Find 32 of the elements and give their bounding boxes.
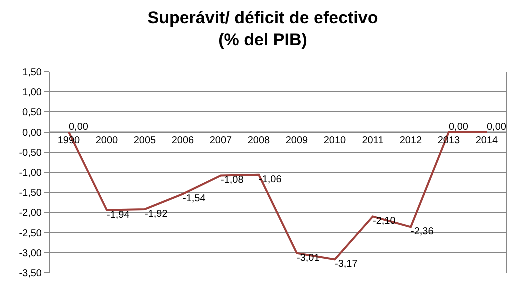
y-tick-label: 1,50 — [22, 68, 42, 78]
y-tick-label: -1,00 — [19, 168, 42, 179]
x-tick-label: 2000 — [96, 135, 119, 146]
chart-title: Superávit/ déficit de efectivo (% del PIB) — [148, 8, 378, 50]
x-tick-label: 2010 — [324, 135, 347, 146]
x-tick-label: 2008 — [248, 135, 271, 146]
y-tick-label: -0,50 — [19, 148, 42, 159]
x-tick-label: 2007 — [210, 135, 233, 146]
data-label: -1,92 — [145, 208, 168, 220]
data-label: -1,94 — [107, 210, 130, 221]
data-label: -2,36 — [411, 226, 434, 238]
x-tick-label: 2005 — [134, 135, 157, 146]
x-tick-label: 2014 — [476, 135, 499, 146]
y-tick-label: -1,50 — [19, 188, 42, 200]
data-label: 0,00 — [487, 122, 507, 133]
x-tick-label: 2009 — [286, 135, 309, 146]
data-label: -3,01 — [297, 252, 320, 264]
y-tick-label: 0,50 — [22, 108, 42, 119]
y-tick-label: 1,00 — [22, 88, 42, 99]
data-label: 0,00 — [449, 122, 469, 133]
y-tick-label: -3,00 — [19, 248, 42, 260]
data-label: -1,08 — [221, 175, 244, 186]
y-tick-label: -2,00 — [19, 208, 42, 220]
y-tick-label: -3,50 — [19, 268, 42, 280]
x-tick-label: 2006 — [172, 135, 195, 146]
data-label: -3,17 — [335, 259, 358, 270]
data-label: -1,54 — [183, 194, 206, 205]
x-tick-label: 2011 — [362, 135, 384, 146]
x-tick-label: 2012 — [400, 135, 423, 146]
y-tick-label: -2,50 — [19, 228, 42, 240]
y-tick-label: 0,00 — [22, 128, 42, 139]
data-label: 0,00 — [69, 122, 89, 133]
